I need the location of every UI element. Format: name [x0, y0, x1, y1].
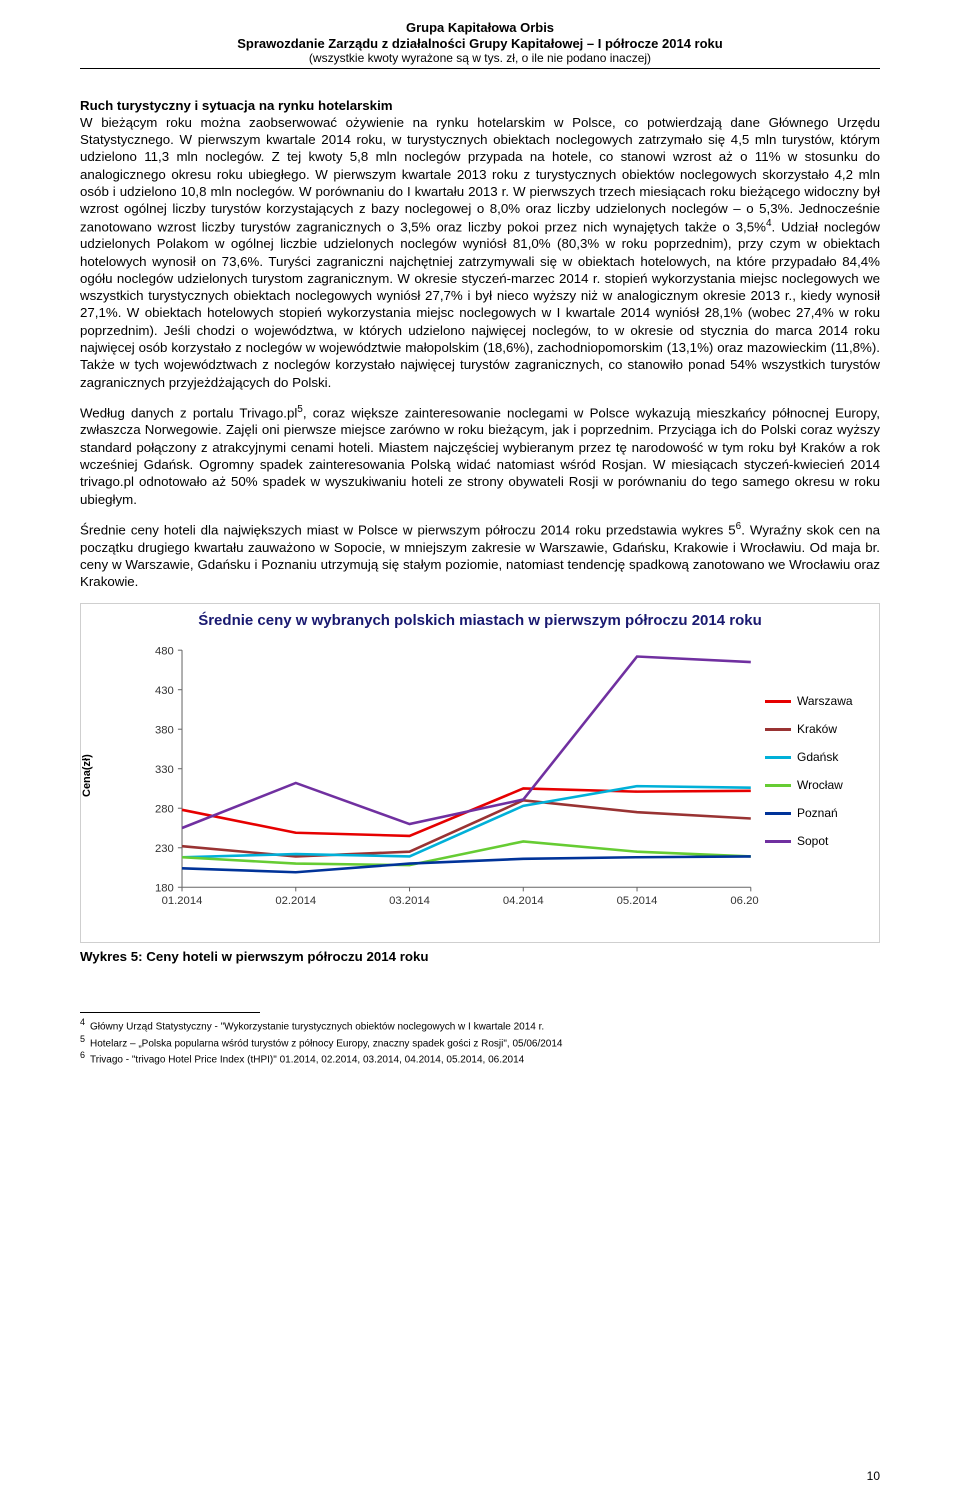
legend-swatch: [765, 812, 791, 815]
chart-title: Średnie ceny w wybranych polskich miasta…: [81, 604, 879, 629]
page-header: Grupa Kapitałowa Orbis Sprawozdanie Zarz…: [80, 20, 880, 69]
svg-text:430: 430: [155, 685, 174, 697]
page-number: 10: [867, 1469, 880, 1483]
svg-text:06.2014: 06.2014: [730, 895, 759, 907]
page: Grupa Kapitałowa Orbis Sprawozdanie Zarz…: [0, 0, 960, 1491]
svg-text:330: 330: [155, 764, 174, 776]
svg-text:180: 180: [155, 883, 174, 895]
chart-ylabel: Cena(zł): [81, 754, 93, 797]
header-line1: Grupa Kapitałowa Orbis: [80, 20, 880, 36]
legend-swatch: [765, 784, 791, 787]
section-heading: Ruch turystyczny i sytuacja na rynku hot…: [80, 98, 393, 113]
svg-text:05.2014: 05.2014: [617, 895, 658, 907]
footnote-divider: [80, 1012, 260, 1013]
svg-text:230: 230: [155, 843, 174, 855]
svg-text:03.2014: 03.2014: [389, 895, 430, 907]
svg-text:04.2014: 04.2014: [503, 895, 544, 907]
footnotes: 4Główny Urząd Statystyczny - "Wykorzysta…: [80, 1017, 880, 1066]
legend-label: Sopot: [797, 834, 828, 848]
svg-text:02.2014: 02.2014: [275, 895, 316, 907]
chart-legend: Warszawa Kraków Gdańsk Wrocław Poznań Sopot: [765, 694, 873, 862]
legend-swatch: [765, 756, 791, 759]
legend-swatch: [765, 840, 791, 843]
legend-swatch: [765, 700, 791, 703]
footnote-5: 5Hotelarz – „Polska popularna wśród tury…: [80, 1034, 880, 1050]
legend-label: Gdańsk: [797, 750, 838, 764]
svg-text:380: 380: [155, 725, 174, 737]
legend-label: Poznań: [797, 806, 838, 820]
legend-label: Warszawa: [797, 694, 853, 708]
footnote-6: 6Trivago - "trivago Hotel Price Index (t…: [80, 1050, 880, 1066]
legend-item: Kraków: [765, 722, 873, 736]
chart-svg: 180 230 280 330 380 430 480 01.2014 02.2014 03.20…: [143, 644, 759, 912]
legend-item: Warszawa: [765, 694, 873, 708]
legend-swatch: [765, 728, 791, 731]
para6a: Średnie ceny hoteli dla największych mia…: [80, 522, 736, 537]
chart-caption: Wykres 5: Ceny hoteli w pierwszym półroc…: [80, 949, 880, 964]
header-line3: (wszystkie kwoty wyrażone są w tys. zł, …: [80, 51, 880, 65]
para5a: Według danych z portalu Trivago.pl: [80, 405, 297, 420]
price-chart: Średnie ceny w wybranych polskich miasta…: [80, 603, 880, 943]
body-text: Ruch turystyczny i sytuacja na rynku hot…: [80, 97, 880, 591]
legend-item: Wrocław: [765, 778, 873, 792]
para4: Jeśli chodzi o województwa, w których ud…: [80, 323, 880, 390]
svg-text:480: 480: [155, 646, 174, 658]
legend-item: Sopot: [765, 834, 873, 848]
legend-label: Wrocław: [797, 778, 843, 792]
para1: W bieżącym roku można zaobserwować ożywi…: [80, 115, 880, 234]
legend-item: Poznań: [765, 806, 873, 820]
legend-label: Kraków: [797, 722, 837, 736]
svg-text:01.2014: 01.2014: [162, 895, 203, 907]
header-line2: Sprawozdanie Zarządu z działalności Grup…: [80, 36, 880, 52]
footnote-4: 4Główny Urząd Statystyczny - "Wykorzysta…: [80, 1017, 880, 1033]
svg-text:280: 280: [155, 804, 174, 816]
para1-tail: .: [772, 219, 776, 234]
para5b: , coraz większe zainteresowanie noclegam…: [80, 405, 880, 506]
legend-item: Gdańsk: [765, 750, 873, 764]
chart-plot-area: 180 230 280 330 380 430 480 01.2014 02.2014 03.20…: [143, 644, 759, 912]
